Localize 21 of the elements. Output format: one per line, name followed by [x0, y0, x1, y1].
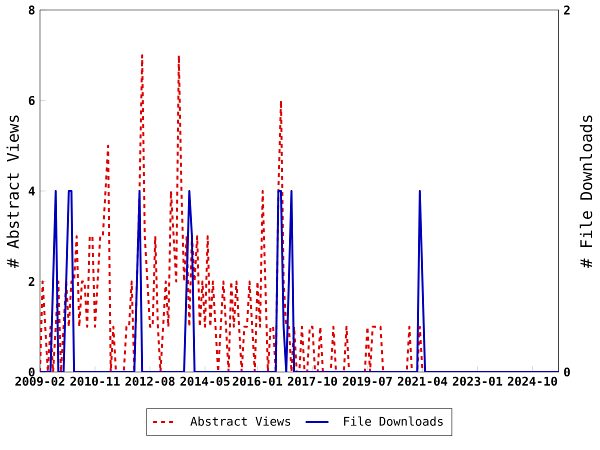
- x-tick-label: 2023-01: [452, 376, 502, 386]
- y2-axis-title: # File Downloads: [580, 116, 592, 268]
- x-tick-label: 2012-08: [125, 376, 175, 386]
- y-tick-label: 0: [28, 367, 35, 377]
- legend-label: Abstract Views: [190, 416, 290, 426]
- x-tick-label: 2019-07: [342, 376, 392, 386]
- x-tick-label: 2010-11: [70, 376, 120, 386]
- legend-label: File Downloads: [344, 416, 443, 426]
- x-tick-label: 2024-10: [508, 376, 558, 386]
- y-tick-label: 8: [28, 5, 35, 15]
- x-tick-label: 2014-05: [180, 376, 230, 386]
- x-tick-label: 2021-04: [398, 376, 448, 386]
- y2-tick-label: 2: [564, 6, 570, 14]
- x-tick-label: 2016-01: [232, 376, 282, 386]
- y-axis-title: # Abstract Views: [6, 116, 19, 268]
- y-tick-label: 2: [28, 277, 34, 286]
- y-tick-label: 6: [28, 96, 35, 106]
- y-tick-label: 4: [28, 186, 35, 196]
- x-tick-label: 2009-02: [15, 376, 64, 386]
- y2-tick-label: 0: [564, 367, 570, 377]
- x-tick-label: 2017-10: [288, 376, 337, 386]
